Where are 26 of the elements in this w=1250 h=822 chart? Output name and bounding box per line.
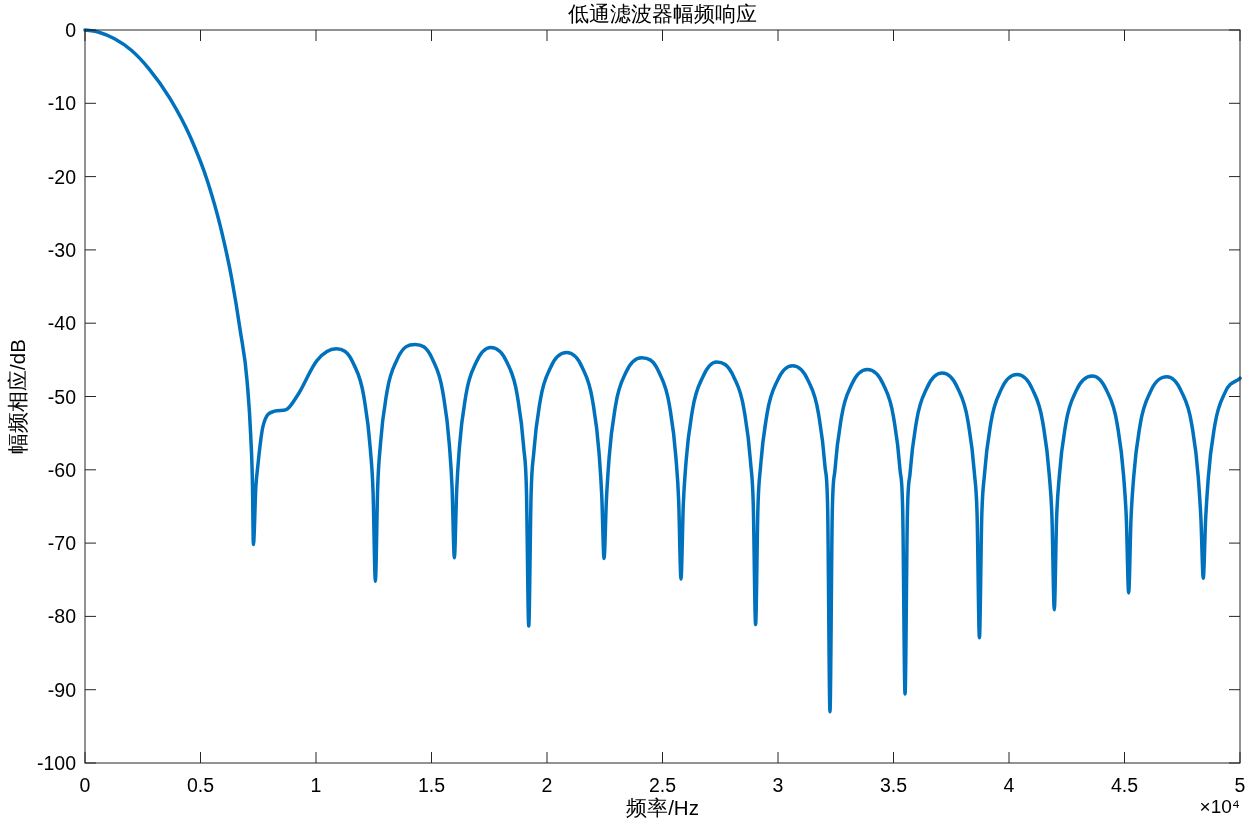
x-tick-label: 2 [541, 774, 553, 796]
x-tick-label: 1 [310, 774, 322, 796]
y-tick-label: -40 [47, 312, 77, 335]
y-tick-label: -50 [47, 385, 77, 408]
x-tick-label: 0.5 [186, 774, 215, 796]
y-tick-label: -80 [47, 605, 77, 628]
y-tick-label: -20 [47, 165, 77, 188]
y-tick-label: -10 [47, 92, 77, 115]
x-tick-label: 4 [1003, 774, 1015, 796]
y-tick-label: 0 [65, 19, 77, 41]
chart-title: 低通滤波器幅频响应 [568, 2, 757, 25]
y-axis-title: 幅频相应/dB [6, 339, 29, 454]
y-tick-label: -100 [36, 752, 77, 774]
x-tick-label: 4.5 [1110, 774, 1139, 796]
x-tick-label: 5 [1234, 774, 1246, 796]
x-tick-label: 3.5 [879, 774, 908, 796]
x-tick-label: 1.5 [417, 774, 446, 796]
text: ×10⁴ [1199, 796, 1240, 817]
x-tick-label: 0 [79, 774, 91, 796]
y-tick-label: -70 [47, 532, 77, 555]
y-tick-label: -90 [47, 678, 77, 701]
y-tick-label: -30 [47, 238, 77, 261]
x-tick-label: 2.5 [648, 774, 677, 796]
x-tick-label: 3 [772, 774, 784, 796]
y-tick-label: -60 [47, 458, 77, 481]
x-axis-title: 频率/Hz [626, 796, 699, 819]
